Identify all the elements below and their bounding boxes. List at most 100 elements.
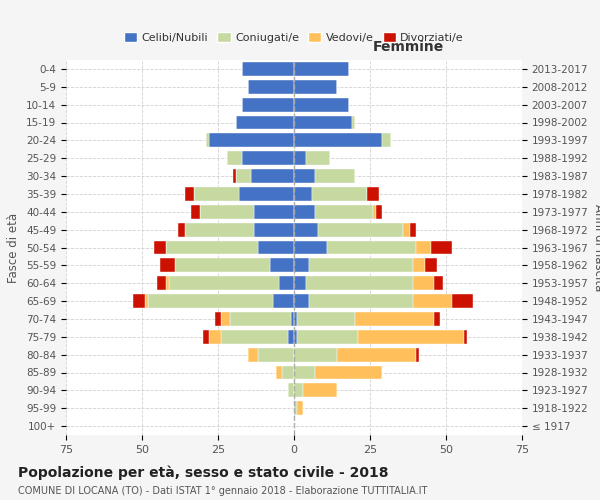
Bar (382, 134, 391, 147)
Legend: Celibi/Nubili, Coniugati/e, Vedovi/e, Divorziati/e: Celibi/Nubili, Coniugati/e, Vedovi/e, Di… (119, 28, 469, 48)
Bar (154, 240, 166, 254)
Bar (221, 312, 230, 326)
Bar (294, 222, 319, 236)
Bar (288, 330, 294, 344)
Bar (337, 348, 416, 362)
Bar (376, 205, 382, 219)
Bar (452, 294, 473, 308)
Bar (309, 258, 413, 272)
Bar (242, 62, 294, 76)
Bar (294, 80, 337, 94)
Bar (145, 294, 148, 308)
Bar (215, 312, 221, 326)
Bar (294, 187, 312, 201)
Bar (352, 116, 355, 130)
Bar (294, 116, 352, 130)
Bar (294, 205, 315, 219)
Bar (294, 240, 328, 254)
Bar (294, 348, 337, 362)
Bar (282, 366, 294, 380)
Bar (413, 294, 452, 308)
Text: COMUNE DI LOCANA (TO) - Dati ISTAT 1° gennaio 2018 - Elaborazione TUTTITALIA.IT: COMUNE DI LOCANA (TO) - Dati ISTAT 1° ge… (18, 486, 427, 496)
Bar (315, 169, 355, 183)
Bar (194, 187, 239, 201)
Bar (269, 258, 294, 272)
Bar (206, 134, 209, 147)
Bar (306, 276, 413, 290)
Bar (294, 258, 309, 272)
Bar (416, 348, 419, 362)
Bar (157, 276, 166, 290)
Bar (306, 151, 331, 165)
Bar (227, 151, 242, 165)
Y-axis label: Fasce di età: Fasce di età (7, 212, 20, 282)
Bar (254, 205, 294, 219)
Bar (257, 348, 294, 362)
Bar (257, 240, 294, 254)
Bar (294, 62, 349, 76)
Bar (242, 151, 294, 165)
Bar (416, 240, 431, 254)
Text: Femmine: Femmine (373, 40, 443, 54)
Bar (297, 312, 355, 326)
Bar (230, 312, 291, 326)
Bar (294, 151, 306, 165)
Bar (236, 169, 251, 183)
Bar (254, 222, 294, 236)
Bar (185, 187, 194, 201)
Bar (276, 366, 282, 380)
Bar (166, 240, 257, 254)
Bar (203, 330, 209, 344)
Bar (294, 312, 297, 326)
Bar (166, 276, 169, 290)
Bar (312, 187, 367, 201)
Bar (403, 222, 410, 236)
Bar (367, 187, 379, 201)
Bar (410, 222, 416, 236)
Bar (355, 312, 434, 326)
Y-axis label: Anni di nascita: Anni di nascita (592, 204, 600, 291)
Bar (294, 276, 306, 290)
Bar (294, 384, 303, 398)
Bar (294, 330, 297, 344)
Bar (434, 276, 443, 290)
Bar (294, 98, 349, 112)
Bar (303, 384, 337, 398)
Bar (315, 366, 382, 380)
Bar (251, 169, 294, 183)
Bar (200, 205, 254, 219)
Bar (236, 116, 294, 130)
Bar (294, 401, 297, 415)
Bar (328, 240, 416, 254)
Bar (279, 276, 294, 290)
Bar (233, 169, 236, 183)
Bar (413, 258, 425, 272)
Bar (294, 134, 382, 147)
Bar (373, 205, 376, 219)
Bar (315, 205, 373, 219)
Bar (358, 330, 464, 344)
Bar (191, 205, 200, 219)
Bar (248, 80, 294, 94)
Bar (273, 294, 294, 308)
Bar (209, 330, 221, 344)
Text: Popolazione per età, sesso e stato civile - 2018: Popolazione per età, sesso e stato civil… (18, 466, 389, 480)
Bar (413, 276, 434, 290)
Bar (434, 312, 440, 326)
Bar (169, 276, 279, 290)
Bar (185, 222, 254, 236)
Bar (319, 222, 403, 236)
Bar (133, 294, 145, 308)
Bar (248, 348, 257, 362)
Bar (464, 330, 467, 344)
Bar (294, 294, 309, 308)
Bar (239, 187, 294, 201)
Bar (294, 366, 315, 380)
Bar (425, 258, 437, 272)
Bar (209, 134, 294, 147)
Bar (291, 312, 294, 326)
Bar (431, 240, 452, 254)
Bar (178, 222, 185, 236)
Bar (242, 98, 294, 112)
Bar (221, 330, 288, 344)
